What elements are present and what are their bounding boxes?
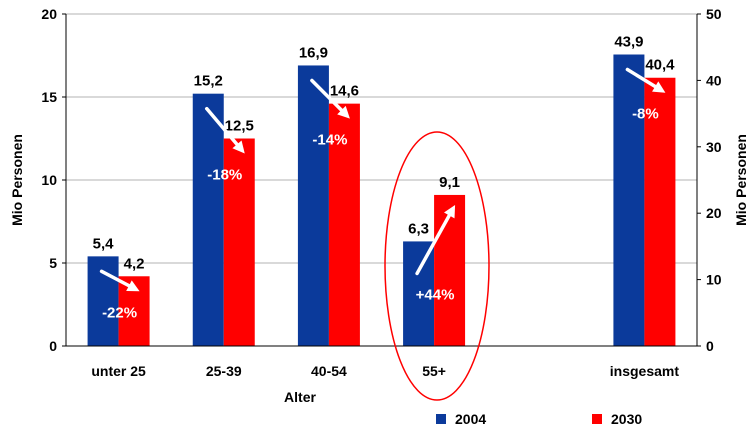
change-arrowhead [337, 105, 350, 119]
legend-swatch-2004 [436, 414, 446, 424]
value-label-2004: 5,4 [93, 235, 115, 252]
bar-2030 [644, 77, 676, 346]
x-tick-label: insgesamt [610, 363, 680, 379]
change-arrowhead [126, 280, 140, 292]
x-tick-label: 25-39 [206, 363, 242, 379]
x-axis-title: Alter [284, 389, 316, 405]
change-label: +44% [416, 286, 455, 303]
bar-2030 [223, 138, 255, 346]
value-label-2030: 14,6 [330, 83, 359, 100]
bar-2030 [328, 103, 360, 346]
bar-2004 [297, 65, 329, 347]
value-label-2030: 9,1 [439, 174, 460, 191]
value-label-2004: 43,9 [614, 34, 643, 51]
bar-2004 [192, 93, 224, 347]
change-label: -14% [312, 132, 347, 149]
gridlines [62, 13, 701, 347]
y-axis-title-right: Mio Personen [733, 134, 749, 226]
change-arrow [99, 269, 131, 288]
left-tick-label: 5 [49, 255, 57, 271]
x-tick-label: 55+ [422, 363, 446, 379]
left-tick-label: 10 [41, 172, 57, 188]
bar-2004 [613, 54, 645, 347]
right-tick-label: 40 [706, 72, 722, 88]
bar-2004 [403, 241, 435, 346]
legend-label-2004: 2004 [455, 411, 486, 427]
left-tick-label: 15 [41, 89, 57, 105]
y-axis-title-left: Mio Personen [9, 134, 25, 226]
value-label-2030: 12,5 [225, 118, 254, 135]
change-arrowhead [652, 81, 666, 93]
right-tick-label: 0 [706, 338, 714, 354]
right-tick-label: 20 [706, 205, 722, 221]
change-arrows [99, 67, 666, 292]
change-arrow [625, 67, 657, 89]
highlight-ellipse [384, 131, 490, 401]
right-tick-labels: 0 10 20 30 40 50 [706, 6, 722, 354]
right-tick-label: 30 [706, 139, 722, 155]
legend: 2004 2030 [436, 411, 642, 427]
change-label: -22% [102, 304, 137, 321]
bar-2030 [434, 194, 466, 346]
bars [87, 54, 676, 347]
change-label: -8% [632, 106, 659, 123]
value-label-2004: 15,2 [194, 73, 223, 90]
x-tick-label: unter 25 [91, 363, 146, 379]
bar-2004 [87, 256, 119, 346]
axes [65, 14, 698, 347]
value-label-2030: 4,2 [124, 255, 145, 272]
value-labels: 5,4 4,2 15,2 12,5 16,9 14,6 6,3 9,1 43,940,4 [93, 34, 676, 273]
value-label-2004: 16,9 [299, 44, 328, 61]
change-label: -18% [207, 167, 242, 184]
change-labels: -22% -18% -14% +44% -8% [102, 106, 659, 322]
right-tick-label: 50 [706, 6, 722, 22]
value-label-2004: 6,3 [408, 220, 429, 237]
left-tick-label: 20 [41, 6, 57, 22]
change-arrow [310, 78, 344, 112]
x-tick-label: 40-54 [311, 363, 347, 379]
legend-label-2030: 2030 [611, 411, 642, 427]
left-tick-label: 0 [49, 338, 57, 354]
x-tick-labels: unter 25 25-39 40-54 55+ insgesamt [91, 363, 679, 379]
legend-swatch-2030 [592, 414, 602, 424]
right-tick-label: 10 [706, 272, 722, 288]
value-label-2030: 40,4 [645, 57, 675, 74]
change-arrow [415, 213, 452, 276]
change-arrowhead [444, 204, 456, 219]
left-tick-labels: 0 5 10 15 20 [41, 6, 57, 354]
change-arrowhead [232, 140, 245, 154]
change-arrow [205, 106, 239, 147]
